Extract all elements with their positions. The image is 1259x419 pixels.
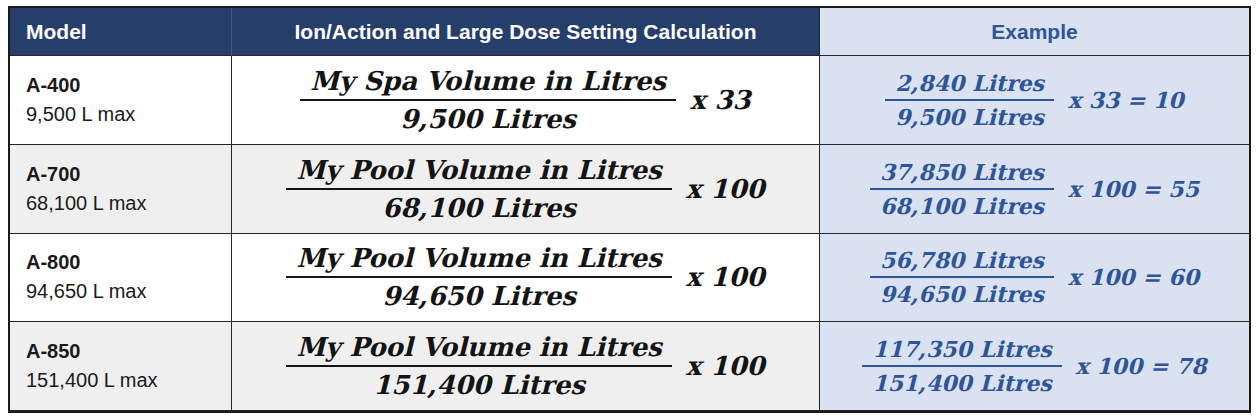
- col-header-example: Example: [820, 8, 1249, 56]
- example-denominator: 151,400 Litres: [872, 367, 1051, 396]
- table-row-a800-model-cell: A-800 94,650 L max: [10, 234, 232, 323]
- table-row-a400-model-cell: A-400 9,500 L max: [10, 56, 232, 145]
- example-result: x 33 = 10: [1068, 87, 1184, 113]
- formula-numerator: My Pool Volume in Litres: [286, 243, 671, 278]
- table-row-a400-example-cell: 2,840 Litres 9,500 Litres x 33 = 10: [820, 56, 1249, 145]
- formula-numerator: My Spa Volume in Litres: [300, 66, 676, 101]
- example-numerator: 56,780 Litres: [870, 247, 1054, 278]
- example-formula: 37,850 Litres 68,100 Litres x 100 = 55: [870, 159, 1199, 219]
- dose-formula: My Pool Volume in Litres 68,100 Litres x…: [286, 155, 764, 223]
- formula-numerator: My Pool Volume in Litres: [286, 155, 671, 190]
- col-header-model-label: Model: [26, 20, 87, 44]
- example-fraction: 56,780 Litres 94,650 Litres: [870, 247, 1054, 307]
- example-fraction: 37,850 Litres 68,100 Litres: [870, 159, 1054, 219]
- example-denominator: 9,500 Litres: [895, 101, 1044, 130]
- dose-formula: My Pool Volume in Litres 151,400 Litres …: [286, 332, 764, 400]
- example-fraction: 117,350 Litres 151,400 Litres: [862, 336, 1061, 396]
- example-numerator: 37,850 Litres: [870, 159, 1054, 190]
- example-result: x 100 = 78: [1076, 353, 1207, 379]
- example-denominator: 94,650 Litres: [880, 278, 1044, 307]
- example-numerator: 117,350 Litres: [862, 336, 1061, 367]
- formula-denominator: 9,500 Litres: [400, 101, 576, 134]
- example-formula: 56,780 Litres 94,650 Litres x 100 = 60: [870, 247, 1199, 307]
- example-result: x 100 = 60: [1068, 264, 1199, 290]
- example-result: x 100 = 55: [1068, 176, 1199, 202]
- formula-numerator: My Pool Volume in Litres: [286, 332, 671, 367]
- formula-fraction: My Pool Volume in Litres 68,100 Litres: [286, 155, 671, 223]
- table-row-a400-formula-cell: My Spa Volume in Litres 9,500 Litres x 3…: [232, 56, 820, 145]
- table-row-a700-formula-cell: My Pool Volume in Litres 68,100 Litres x…: [232, 145, 820, 234]
- example-denominator: 68,100 Litres: [880, 190, 1044, 219]
- formula-fraction: My Spa Volume in Litres 9,500 Litres: [300, 66, 676, 134]
- example-formula: 117,350 Litres 151,400 Litres x 100 = 78: [862, 336, 1206, 396]
- formula-multiplier: x 100: [686, 262, 765, 292]
- table-row-a700-model-cell: A-700 68,100 L max: [10, 145, 232, 234]
- model-max-volume: 68,100 L max: [26, 189, 146, 218]
- example-numerator: 2,840 Litres: [885, 70, 1054, 101]
- formula-denominator: 151,400 Litres: [373, 367, 585, 400]
- table-row-a850-model-cell: A-850 151,400 L max: [10, 322, 232, 411]
- col-header-example-label: Example: [991, 20, 1077, 44]
- model-name: A-850: [26, 337, 80, 366]
- dose-formula: My Spa Volume in Litres 9,500 Litres x 3…: [300, 66, 750, 134]
- col-header-calculation-label: Ion/Action and Large Dose Setting Calcul…: [294, 20, 756, 44]
- model-max-volume: 94,650 L max: [26, 277, 146, 306]
- col-header-calculation: Ion/Action and Large Dose Setting Calcul…: [232, 8, 820, 56]
- table-row-a800-example-cell: 56,780 Litres 94,650 Litres x 100 = 60: [820, 234, 1249, 323]
- formula-denominator: 68,100 Litres: [382, 190, 576, 223]
- formula-denominator: 94,650 Litres: [382, 278, 576, 311]
- dose-setting-table: Model Ion/Action and Large Dose Setting …: [8, 6, 1251, 413]
- table-row-a850-formula-cell: My Pool Volume in Litres 151,400 Litres …: [232, 322, 820, 411]
- formula-multiplier: x 100: [686, 351, 765, 381]
- model-name: A-400: [26, 71, 80, 100]
- table-row-a850-example-cell: 117,350 Litres 151,400 Litres x 100 = 78: [820, 322, 1249, 411]
- table-row-a800-formula-cell: My Pool Volume in Litres 94,650 Litres x…: [232, 234, 820, 323]
- model-max-volume: 9,500 L max: [26, 100, 135, 129]
- formula-fraction: My Pool Volume in Litres 151,400 Litres: [286, 332, 671, 400]
- example-fraction: 2,840 Litres 9,500 Litres: [885, 70, 1054, 130]
- model-max-volume: 151,400 L max: [26, 366, 158, 395]
- example-formula: 2,840 Litres 9,500 Litres x 33 = 10: [885, 70, 1183, 130]
- formula-multiplier: x 100: [686, 174, 765, 204]
- dose-formula: My Pool Volume in Litres 94,650 Litres x…: [286, 243, 764, 311]
- table-row-a700-example-cell: 37,850 Litres 68,100 Litres x 100 = 55: [820, 145, 1249, 234]
- formula-fraction: My Pool Volume in Litres 94,650 Litres: [286, 243, 671, 311]
- formula-multiplier: x 33: [690, 85, 751, 115]
- model-name: A-700: [26, 160, 80, 189]
- model-name: A-800: [26, 248, 80, 277]
- col-header-model: Model: [10, 8, 232, 56]
